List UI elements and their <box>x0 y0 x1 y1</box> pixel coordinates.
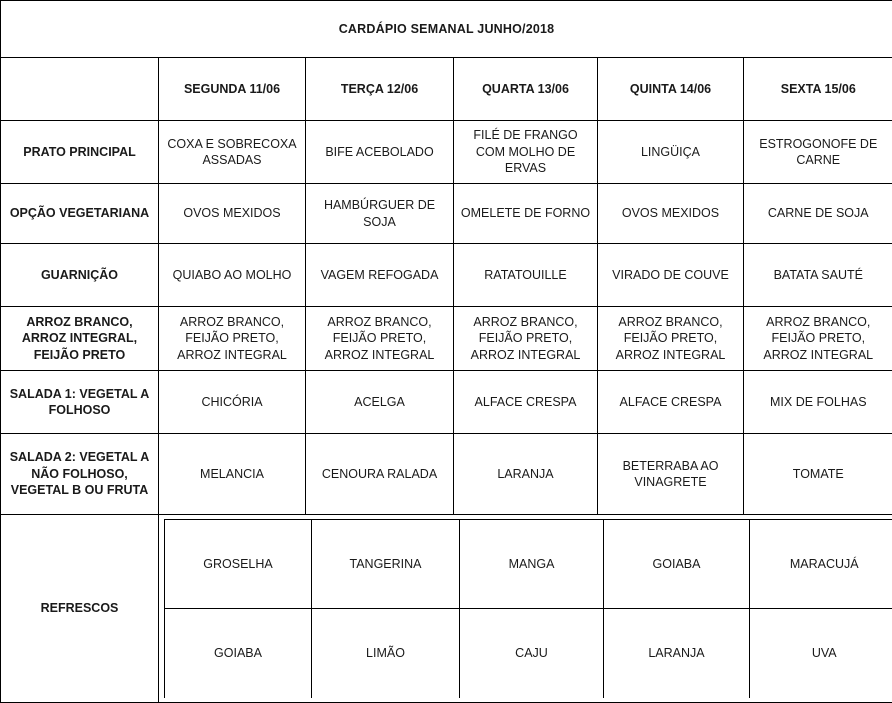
cell-guarnicao-terca: VAGEM REFOGADA <box>306 244 454 307</box>
cell-vegetariana-sexta: CARNE DE SOJA <box>744 184 892 244</box>
row-label-guarnicao: GUARNIÇÃO <box>1 244 159 307</box>
cell-salada1-quarta: ALFACE CRESPA <box>454 371 598 434</box>
menu-title: CARDÁPIO SEMANAL JUNHO/2018 <box>1 1 892 58</box>
row-label-arroz-feijao: ARROZ BRANCO, ARROZ INTEGRAL, FEIJÃO PRE… <box>1 307 159 371</box>
day-header-sexta: SEXTA 15/06 <box>744 58 892 121</box>
cell-prato-terca: BIFE ACEBOLADO <box>306 121 454 184</box>
cell-salada1-sexta: MIX DE FOLHAS <box>744 371 892 434</box>
refrescos-line-2: GOIABA LIMÃO CAJU LARANJA UVA <box>165 609 892 698</box>
cell-arroz-quinta: ARROZ BRANCO, FEIJÃO PRETO, ARROZ INTEGR… <box>598 307 744 371</box>
cell-vegetariana-terca: HAMBÚRGUER DE SOJA <box>306 184 454 244</box>
cell-salada2-quinta: BETERRABA AO VINAGRETE <box>598 434 744 515</box>
cell-prato-segunda: COXA E SOBRECOXA ASSADAS <box>159 121 306 184</box>
cell-salada1-terca: ACELGA <box>306 371 454 434</box>
cell-refresco2-quinta: LARANJA <box>604 609 750 698</box>
table-row: GUARNIÇÃO QUIABO AO MOLHO VAGEM REFOGADA… <box>1 244 892 307</box>
cell-salada2-sexta: TOMATE <box>744 434 892 515</box>
table-row: OPÇÃO VEGETARIANA OVOS MEXIDOS HAMBÚRGUE… <box>1 184 892 244</box>
cell-refresco2-sexta: UVA <box>750 609 892 698</box>
cell-salada1-quinta: ALFACE CRESPA <box>598 371 744 434</box>
cell-refresco2-quarta: CAJU <box>460 609 604 698</box>
cell-prato-quarta: FILÉ DE FRANGO COM MOLHO DE ERVAS <box>454 121 598 184</box>
day-header-terca: TERÇA 12/06 <box>306 58 454 121</box>
table-row: SALADA 2: VEGETAL A NÃO FOLHOSO, VEGETAL… <box>1 434 892 515</box>
cell-salada2-quarta: LARANJA <box>454 434 598 515</box>
cell-refresco2-terca: LIMÃO <box>312 609 460 698</box>
cell-arroz-sexta: ARROZ BRANCO, FEIJÃO PRETO, ARROZ INTEGR… <box>744 307 892 371</box>
row-label-salada-1: SALADA 1: VEGETAL A FOLHOSO <box>1 371 159 434</box>
row-label-refrescos: REFRESCOS <box>1 515 159 703</box>
cell-refresco1-quarta: MANGA <box>460 520 604 609</box>
row-label-opcao-vegetariana: OPÇÃO VEGETARIANA <box>1 184 159 244</box>
day-header-quarta: QUARTA 13/06 <box>454 58 598 121</box>
cell-refresco1-sexta: MARACUJÁ <box>750 520 892 609</box>
cell-prato-quinta: LINGÜIÇA <box>598 121 744 184</box>
cell-guarnicao-sexta: BATATA SAUTÉ <box>744 244 892 307</box>
cell-salada2-segunda: MELANCIA <box>159 434 306 515</box>
day-header-segunda: SEGUNDA 11/06 <box>159 58 306 121</box>
cell-guarnicao-segunda: QUIABO AO MOLHO <box>159 244 306 307</box>
cell-refresco1-terca: TANGERINA <box>312 520 460 609</box>
cell-refresco1-segunda: GROSELHA <box>165 520 312 609</box>
cell-vegetariana-segunda: OVOS MEXIDOS <box>159 184 306 244</box>
table-row: ARROZ BRANCO, ARROZ INTEGRAL, FEIJÃO PRE… <box>1 307 892 371</box>
weekday-header-row: SEGUNDA 11/06 TERÇA 12/06 QUARTA 13/06 Q… <box>1 58 892 121</box>
table-row: PRATO PRINCIPAL COXA E SOBRECOXA ASSADAS… <box>1 121 892 184</box>
cell-arroz-segunda: ARROZ BRANCO, FEIJÃO PRETO, ARROZ INTEGR… <box>159 307 306 371</box>
cell-salada2-terca: CENOURA RALADA <box>306 434 454 515</box>
cell-refresco2-segunda: GOIABA <box>165 609 312 698</box>
cell-vegetariana-quinta: OVOS MEXIDOS <box>598 184 744 244</box>
title-row: CARDÁPIO SEMANAL JUNHO/2018 <box>1 1 892 58</box>
day-header-quinta: QUINTA 14/06 <box>598 58 744 121</box>
cell-guarnicao-quarta: RATATOUILLE <box>454 244 598 307</box>
row-label-salada-2: SALADA 2: VEGETAL A NÃO FOLHOSO, VEGETAL… <box>1 434 159 515</box>
cell-prato-sexta: ESTROGONOFE DE CARNE <box>744 121 892 184</box>
cell-guarnicao-quinta: VIRADO DE COUVE <box>598 244 744 307</box>
refrescos-subtable: GROSELHA TANGERINA MANGA GOIABA MARACUJÁ… <box>164 519 892 698</box>
refrescos-group-cell: GROSELHA TANGERINA MANGA GOIABA MARACUJÁ… <box>159 515 892 703</box>
cell-refresco1-quinta: GOIABA <box>604 520 750 609</box>
cell-salada1-segunda: CHICÓRIA <box>159 371 306 434</box>
cell-arroz-terca: ARROZ BRANCO, FEIJÃO PRETO, ARROZ INTEGR… <box>306 307 454 371</box>
cell-vegetariana-quarta: OMELETE DE FORNO <box>454 184 598 244</box>
weekly-menu-container: CARDÁPIO SEMANAL JUNHO/2018 SEGUNDA 11/0… <box>0 0 892 603</box>
cell-arroz-quarta: ARROZ BRANCO, FEIJÃO PRETO, ARROZ INTEGR… <box>454 307 598 371</box>
table-row: REFRESCOS GROSELHA <box>1 515 892 703</box>
refrescos-line-1: GROSELHA TANGERINA MANGA GOIABA MARACUJÁ <box>165 520 892 609</box>
header-corner-cell <box>1 58 159 121</box>
table-row: SALADA 1: VEGETAL A FOLHOSO CHICÓRIA ACE… <box>1 371 892 434</box>
row-label-prato-principal: PRATO PRINCIPAL <box>1 121 159 184</box>
